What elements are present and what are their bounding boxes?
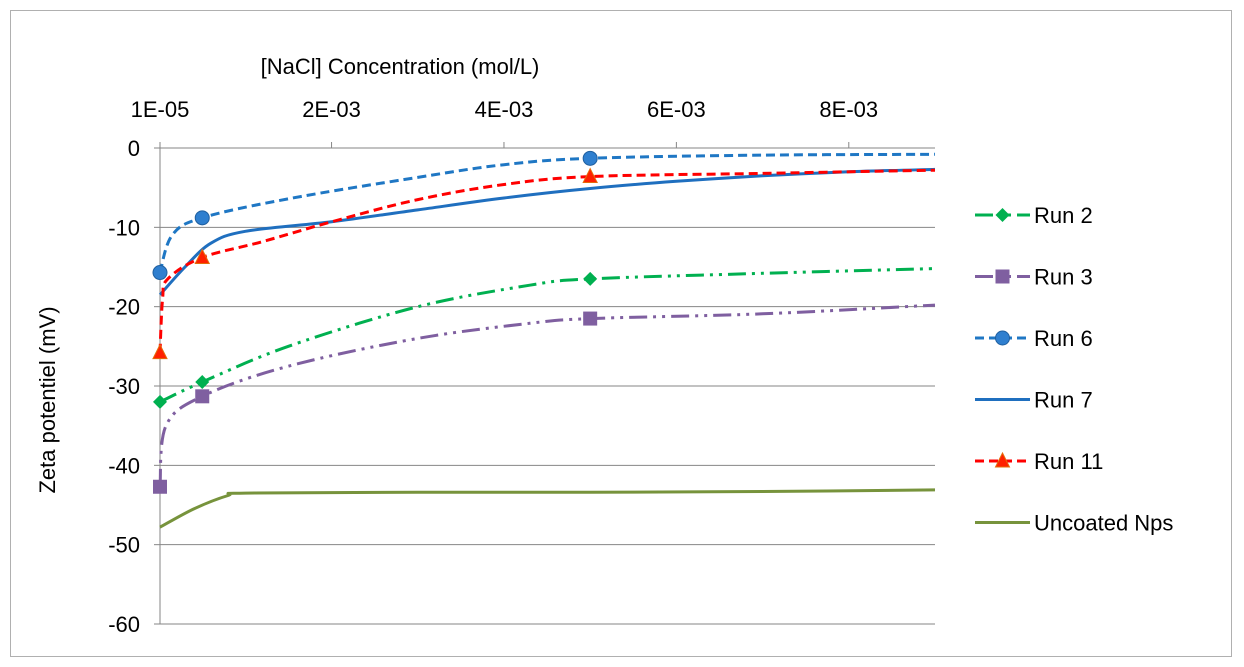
legend-item: Run 2 bbox=[975, 203, 1093, 228]
data-point bbox=[153, 479, 167, 494]
data-point bbox=[152, 343, 168, 360]
y-tick-label: -60 bbox=[108, 612, 140, 637]
legend-label: Run 7 bbox=[1034, 388, 1093, 413]
x-tick-label: 8E-03 bbox=[819, 97, 878, 122]
series-line bbox=[158, 168, 936, 353]
series-uncoated-nps bbox=[159, 488, 936, 529]
y-tick-label: -50 bbox=[108, 533, 140, 558]
series-run-6 bbox=[152, 150, 936, 281]
y-tick-label: 0 bbox=[128, 136, 140, 161]
data-point bbox=[583, 311, 598, 326]
y-tick-label: -40 bbox=[108, 453, 140, 478]
series-line bbox=[158, 152, 936, 274]
gridlines bbox=[160, 147, 935, 625]
data-point bbox=[582, 167, 598, 184]
series-line bbox=[158, 167, 936, 296]
legend-item: Uncoated Nps bbox=[975, 511, 1173, 536]
series-line bbox=[158, 303, 936, 487]
legend-label: Uncoated Nps bbox=[1034, 511, 1173, 536]
legend-item: Run 11 bbox=[975, 449, 1103, 474]
data-point bbox=[194, 248, 211, 264]
y-tick-label: -20 bbox=[108, 295, 140, 320]
y-axis-title: Zeta potentiel (mV) bbox=[35, 306, 60, 493]
y-tick-label: -10 bbox=[108, 215, 140, 240]
legend-item: Run 7 bbox=[975, 388, 1093, 413]
x-tick-label: 2E-03 bbox=[302, 97, 361, 122]
legend-marker bbox=[995, 269, 1010, 284]
legend-item: Run 3 bbox=[975, 265, 1093, 290]
x-tick-label: 6E-03 bbox=[647, 97, 706, 122]
data-point bbox=[152, 265, 168, 281]
x-tick-label: 4E-03 bbox=[475, 97, 534, 122]
data-point bbox=[153, 394, 167, 409]
series-layer bbox=[152, 150, 936, 529]
legend-label: Run 3 bbox=[1034, 265, 1093, 290]
chart-frame bbox=[10, 10, 1232, 657]
legend-label: Run 2 bbox=[1034, 203, 1093, 228]
data-point bbox=[583, 271, 598, 286]
x-axis-title: [NaCl] Concentration (mol/L) bbox=[261, 54, 540, 79]
series-run-11 bbox=[152, 167, 936, 360]
legend: Run 2 Run 3 Run 6 Run 7 Run 11 Uncoated Nps bbox=[975, 203, 1173, 536]
y-tick-label: -30 bbox=[108, 374, 140, 399]
legend-label: Run 6 bbox=[1034, 326, 1093, 351]
series-line bbox=[159, 488, 936, 529]
data-point bbox=[195, 389, 210, 404]
data-point bbox=[194, 210, 210, 226]
x-tick-label: 1E-05 bbox=[131, 97, 190, 122]
series-run-7 bbox=[158, 167, 936, 296]
data-point bbox=[195, 375, 210, 390]
legend-marker bbox=[994, 451, 1011, 468]
series-run-3 bbox=[153, 303, 936, 494]
legend-marker bbox=[995, 208, 1010, 222]
legend-item: Run 6 bbox=[975, 326, 1093, 351]
data-point bbox=[582, 150, 598, 166]
legend-marker bbox=[995, 330, 1010, 346]
series-line bbox=[159, 267, 936, 404]
series-run-2 bbox=[153, 267, 936, 409]
axes: 0 -10 -20 -30 -40 -50 -60 1E-05 2E-03 4E-03 6E-03 8… bbox=[108, 97, 878, 637]
legend-label: Run 11 bbox=[1034, 449, 1103, 474]
